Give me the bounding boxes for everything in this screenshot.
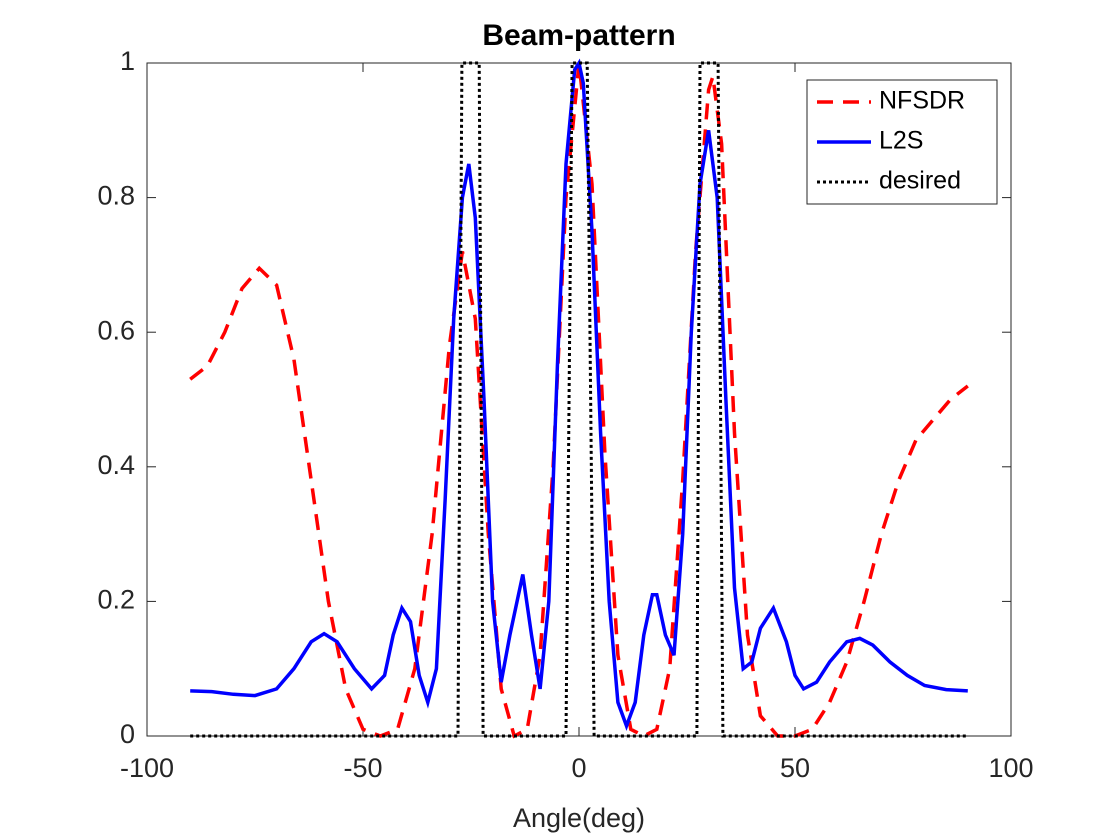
chart-title: Beam-pattern	[482, 19, 675, 52]
x-axis-label: Angle(deg)	[513, 803, 645, 833]
legend-label: L2S	[879, 127, 923, 155]
y-tick-label: 0.6	[97, 315, 135, 345]
legend-label: NFSDR	[879, 87, 965, 115]
series-line	[190, 61, 968, 738]
y-tick-label: 0.8	[97, 181, 135, 211]
y-tick-label: 0.2	[97, 585, 135, 615]
series-line	[190, 58, 968, 731]
series-line	[189, 62, 969, 739]
y-tick-label: 1	[120, 46, 135, 76]
x-tick-label: 0	[571, 753, 586, 783]
x-tick-label: 50	[780, 753, 810, 783]
x-tick-label: 100	[988, 753, 1033, 783]
y-tick-label: 0	[120, 719, 135, 749]
legend-label: desired	[879, 167, 961, 195]
x-tick-label: -50	[343, 753, 382, 783]
x-tick-label: -100	[120, 753, 174, 783]
y-tick-label: 0.4	[97, 450, 135, 480]
